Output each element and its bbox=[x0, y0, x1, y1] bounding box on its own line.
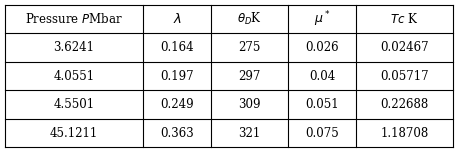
Text: 0.02467: 0.02467 bbox=[381, 41, 429, 54]
Text: 0.22688: 0.22688 bbox=[381, 98, 429, 111]
Text: 3.6241: 3.6241 bbox=[54, 41, 94, 54]
Text: $\theta_D$K: $\theta_D$K bbox=[237, 11, 262, 27]
Text: 275: 275 bbox=[239, 41, 261, 54]
Text: $\lambda$: $\lambda$ bbox=[173, 12, 182, 26]
Text: 321: 321 bbox=[239, 127, 261, 140]
Text: $Tc$ K: $Tc$ K bbox=[391, 12, 419, 26]
Text: 0.363: 0.363 bbox=[160, 127, 194, 140]
Text: 45.1211: 45.1211 bbox=[50, 127, 98, 140]
Text: 1.18708: 1.18708 bbox=[381, 127, 429, 140]
Text: 4.5501: 4.5501 bbox=[54, 98, 94, 111]
Text: 0.164: 0.164 bbox=[160, 41, 194, 54]
Text: 0.05717: 0.05717 bbox=[381, 69, 429, 83]
Text: 0.249: 0.249 bbox=[160, 98, 194, 111]
Text: 297: 297 bbox=[239, 69, 261, 83]
Text: 0.197: 0.197 bbox=[160, 69, 194, 83]
Text: 0.04: 0.04 bbox=[309, 69, 335, 83]
Text: 0.075: 0.075 bbox=[305, 127, 339, 140]
Text: 4.0551: 4.0551 bbox=[54, 69, 94, 83]
Text: 0.026: 0.026 bbox=[305, 41, 339, 54]
Text: $\mu^*$: $\mu^*$ bbox=[314, 9, 330, 29]
Text: 0.051: 0.051 bbox=[305, 98, 339, 111]
Text: 309: 309 bbox=[239, 98, 261, 111]
Text: Pressure $P$Mbar: Pressure $P$Mbar bbox=[25, 12, 123, 26]
